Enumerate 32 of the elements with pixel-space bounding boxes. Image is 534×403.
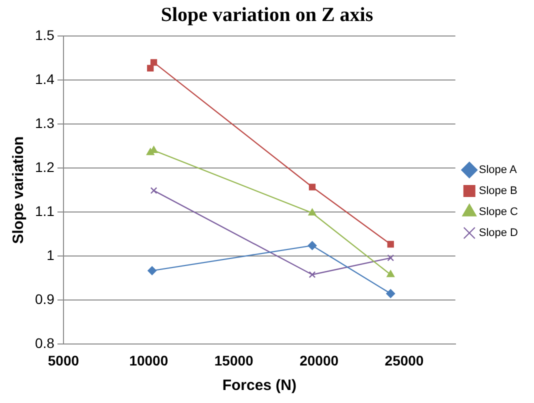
y-tick-label: 0.8: [34, 335, 55, 352]
legend-label: Slope D: [478, 227, 518, 240]
legend-label: Slope A: [478, 164, 518, 176]
y-tick-label: 1.1: [34, 202, 55, 219]
y-tick-label: 1.3: [34, 114, 55, 131]
point: [147, 64, 154, 72]
point: [148, 266, 157, 276]
y-tick-label: 1.5: [34, 26, 55, 43]
legend-label: Slope C: [478, 206, 518, 218]
x-tick-label: 5000: [48, 352, 80, 368]
x-tick-label: 10000: [129, 352, 168, 368]
y-tick-label: 1: [46, 247, 55, 263]
y-axis-title: Slope variation: [10, 136, 28, 244]
point: [150, 59, 158, 66]
point: [308, 184, 316, 190]
x-tick-label: 25000: [384, 352, 424, 368]
point: [387, 254, 394, 262]
point: [308, 241, 317, 250]
chart-title: Slope variation on Z axis: [160, 4, 374, 26]
point: [386, 289, 396, 298]
point: [150, 187, 158, 194]
y-tick-label: 0.9: [34, 291, 55, 308]
point: [308, 271, 316, 278]
legend-label: Slope B: [478, 185, 518, 198]
point: [308, 208, 316, 216]
y-tick-label: 1.2: [34, 158, 55, 175]
x-tick-label: 15000: [214, 352, 254, 368]
y-tick-label: 1.4: [34, 70, 55, 87]
point: [386, 270, 395, 278]
x-tick-label: 20000: [300, 352, 339, 368]
point: [387, 240, 394, 248]
x-axis-title: Forces (N): [222, 377, 297, 394]
